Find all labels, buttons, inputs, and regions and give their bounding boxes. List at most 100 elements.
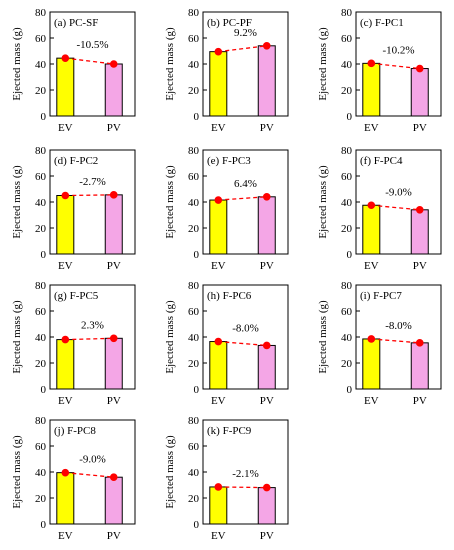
value-marker [214,196,223,204]
trend-dashed-line [371,338,420,344]
y-tick-label: 60 [35,306,47,318]
y-tick-label: 20 [188,223,200,235]
y-tick-label: 0 [347,249,353,261]
y-tick-label: 40 [35,59,47,71]
y-axis-label: Ejected mass (g) [11,300,23,374]
category-label: EV [58,395,73,407]
y-tick-label: 0 [41,384,47,396]
y-tick-label: 80 [341,145,353,157]
panel-title: (h) F-PC6 [207,290,252,302]
category-label: PV [107,395,121,407]
y-tick-label: 20 [341,358,353,370]
y-tick-label: 20 [341,85,353,97]
y-tick-label: 60 [341,171,353,183]
percent-change-label: -2.7% [79,176,106,188]
y-tick-label: 40 [35,467,47,479]
value-marker [214,47,223,56]
value-marker [415,206,424,214]
y-tick-label: 80 [188,415,200,427]
trend-dashed-line [218,45,267,53]
value-marker [109,60,118,68]
y-tick-label: 40 [35,197,47,209]
category-label: EV [58,122,73,134]
percent-change-label: -9.0% [385,186,412,198]
percent-change-label: -2.1% [232,468,259,480]
y-tick-label: 60 [188,306,200,318]
category-label: EV [58,530,73,542]
y-tick-label: 80 [35,415,47,427]
y-tick-label: 80 [188,7,200,19]
value-marker [367,59,376,68]
category-label: EV [364,395,379,407]
value-marker [415,64,424,73]
bar-pv [410,342,429,390]
y-tick-label: 60 [188,171,200,183]
panel-title: (c) F-PC1 [360,17,404,29]
bar-ev [362,204,381,255]
y-tick-label: 40 [188,59,200,71]
bar-pv [410,68,429,117]
y-tick-label: 80 [341,7,353,19]
value-marker [61,191,70,200]
y-tick-label: 0 [194,384,200,396]
category-label: EV [211,260,226,272]
trend-dashed-line [65,337,114,341]
percent-change-label: 6.4% [234,178,257,190]
chart-panel-4: 0 20 40 60 80 Ejected mass (g) (e) F-PC3 EV PV 6.… [164,145,289,272]
y-tick-label: 40 [188,197,200,209]
panel-title: (g) F-PC5 [54,290,99,302]
percent-change-label: -9.0% [79,454,106,466]
value-marker [262,193,271,201]
y-tick-label: 40 [188,332,200,344]
y-tick-label: 40 [341,59,353,71]
chart-panel-7: 0 20 40 60 80 Ejected mass (g) (h) F-PC6 EV PV -8… [164,280,289,407]
category-label: PV [260,395,274,407]
panel-title: (i) F-PC7 [360,290,402,302]
category-label: PV [107,260,121,272]
y-tick-label: 60 [188,33,200,45]
percent-change-label: -10.5% [76,39,108,51]
percent-change-label: 9.2% [234,27,257,39]
chart-panel-8: 0 20 40 60 80 Ejected mass (g) (i) F-PC7 EV PV -8… [317,280,442,407]
category-label: EV [211,395,226,407]
category-label: PV [107,122,121,134]
percent-change-label: -8.0% [232,323,259,335]
trend-dashed-line [218,340,267,347]
percent-change-label: -8.0% [385,320,412,332]
category-label: PV [260,122,274,134]
y-tick-label: 0 [41,519,47,531]
y-axis-label: Ejected mass (g) [11,27,23,101]
y-tick-label: 40 [35,332,47,344]
bar-ev [209,486,228,525]
y-tick-label: 60 [341,33,353,45]
bar-ev [56,339,75,390]
y-tick-label: 40 [341,332,353,344]
value-marker [214,483,223,491]
chart-panel-10: 0 20 40 60 80 Ejected mass (g) (k) F-PC9 EV PV -2… [164,415,289,542]
y-tick-label: 80 [35,7,47,19]
y-axis-label: Ejected mass (g) [164,165,176,239]
y-tick-label: 80 [188,145,200,157]
y-tick-label: 80 [35,280,47,292]
y-tick-label: 0 [347,384,353,396]
bar-ev [56,472,75,525]
category-label: EV [58,260,73,272]
y-tick-label: 0 [41,249,47,261]
value-marker [262,341,271,350]
trend-dashed-line [218,196,267,201]
y-axis-label: Ejected mass (g) [11,165,23,239]
chart-panel-9: 0 20 40 60 80 Ejected mass (g) (j) F-PC8 EV PV -9… [11,415,136,542]
bar-pv [104,194,123,255]
bar-ev [209,51,228,117]
y-axis-label: Ejected mass (g) [317,165,329,239]
value-marker [214,337,223,346]
bar-ev [362,62,381,117]
bar-pv [410,209,429,255]
value-marker [367,335,376,343]
value-marker [415,339,424,347]
y-tick-label: 20 [341,223,353,235]
y-axis-label: Ejected mass (g) [11,435,23,509]
value-marker [109,191,118,199]
bar-pv [257,45,276,117]
y-axis-label: Ejected mass (g) [164,435,176,509]
